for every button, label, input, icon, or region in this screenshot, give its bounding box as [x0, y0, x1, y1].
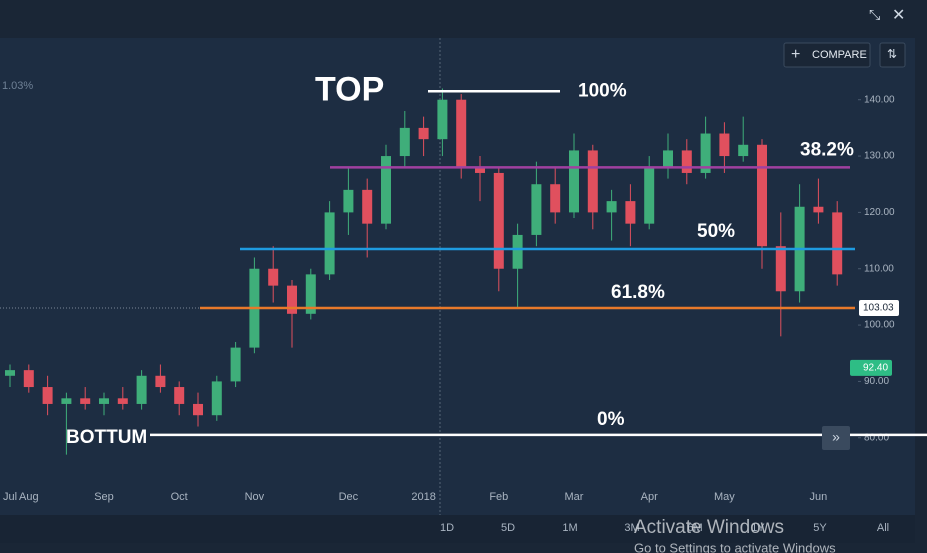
candle-body: [813, 206, 824, 213]
fib-level-label: 100%: [578, 80, 627, 101]
marker-box: [850, 359, 892, 376]
fib-level-label: 50%: [697, 221, 735, 242]
x-tick-label: Dec: [339, 491, 359, 503]
x-tick-label: Aug: [19, 491, 39, 503]
range-button[interactable]: 1Y: [751, 522, 765, 534]
candle-body: [117, 398, 128, 404]
candle-body: [193, 403, 203, 416]
last-price-box: [859, 300, 899, 316]
candle-body: [287, 285, 297, 314]
range-button[interactable]: 1M: [562, 522, 577, 534]
marker-label: 92.40: [863, 363, 888, 374]
candle-body: [230, 347, 241, 382]
y-tick-label: 100.00: [864, 320, 895, 331]
range-button[interactable]: 6M: [687, 522, 702, 534]
candle-body: [757, 144, 767, 247]
y-tick-label: 130.00: [864, 151, 895, 162]
y-tick-label: 120.00: [864, 207, 895, 218]
y-tick-label: 80.00: [864, 432, 889, 443]
candle-body: [738, 144, 749, 157]
candle-body: [418, 127, 429, 140]
candle-body: [681, 150, 692, 173]
change-label: 1.03%: [2, 80, 33, 92]
x-tick-label: 2018: [411, 491, 435, 503]
candle-body: [587, 150, 598, 213]
candle-body: [305, 274, 316, 314]
candle-body: [475, 167, 485, 173]
range-button[interactable]: 5D: [501, 522, 515, 534]
x-tick-label: Sep: [94, 491, 114, 503]
candle-body: [644, 167, 655, 224]
last-price-label: 103.03: [863, 303, 894, 314]
sort-icon: ⇅: [887, 47, 897, 61]
fib-level-label: 61.8%: [611, 282, 665, 303]
candle-body: [174, 387, 185, 404]
fib-level-label: 0%: [597, 409, 625, 430]
candle-body: [493, 172, 504, 269]
x-tick-label: Apr: [641, 491, 658, 503]
candle-body: [61, 398, 72, 404]
x-tick-label: Mar: [565, 491, 584, 503]
candle-body: [625, 201, 636, 224]
range-bar: [0, 515, 915, 543]
candle-body: [569, 150, 579, 213]
candle-body: [437, 99, 448, 140]
compare-button[interactable]: [783, 42, 871, 68]
candle-body: [531, 184, 542, 235]
candle-body: [343, 189, 354, 213]
sort-button[interactable]: [879, 42, 906, 68]
compare-label: COMPARE: [812, 49, 867, 61]
fib-name: TOP: [315, 70, 384, 108]
candle-body: [663, 150, 673, 168]
range-button[interactable]: All: [877, 522, 889, 534]
range-button[interactable]: 5Y: [813, 522, 827, 534]
candle-body: [5, 370, 15, 376]
fib-name: BOTTUM: [66, 427, 147, 448]
candle-body: [211, 381, 222, 416]
x-tick-label: May: [714, 491, 735, 503]
close-icon[interactable]: ✕: [892, 7, 905, 24]
scroll-button[interactable]: [822, 426, 850, 450]
candle-body: [606, 201, 617, 213]
candle-body: [42, 387, 53, 404]
candle-body: [324, 212, 335, 275]
range-button[interactable]: 3M: [624, 522, 639, 534]
watermark-subtitle: Go to Settings to activate Windows: [634, 540, 836, 553]
y-tick-label: 90.00: [864, 376, 889, 387]
candle-body: [399, 127, 410, 157]
range-button[interactable]: 1D: [440, 522, 454, 534]
minimize-icon[interactable]: ⤡: [869, 7, 880, 23]
x-tick-label: Nov: [245, 491, 265, 503]
candle-body: [136, 375, 147, 404]
fib-level-label: 38.2%: [800, 139, 854, 160]
x-tick-label: Oct: [171, 491, 188, 503]
candle-body: [381, 156, 391, 224]
y-tick-label: 110.00: [864, 263, 894, 274]
x-tick-label: Feb: [489, 491, 508, 503]
candle-body: [512, 234, 523, 269]
plus-icon: +: [791, 46, 800, 63]
candle-body: [700, 133, 711, 173]
candle-body: [155, 375, 166, 388]
scroll-icon: »: [832, 429, 840, 445]
candle-body: [80, 398, 91, 404]
y-tick-label: 140.00: [864, 94, 895, 105]
x-tick-label: Jun: [810, 491, 828, 503]
candle-body: [456, 99, 467, 168]
candle-body: [268, 268, 279, 286]
x-tick-label: Jul: [3, 491, 17, 503]
candle-body: [23, 370, 34, 388]
candle-body: [550, 184, 561, 213]
candle-body: [99, 398, 109, 404]
candle-body: [775, 246, 786, 292]
candle-body: [719, 133, 730, 157]
candle-body: [362, 189, 373, 224]
watermark-title: Activate Windows: [634, 517, 784, 538]
candle-body: [832, 212, 843, 275]
